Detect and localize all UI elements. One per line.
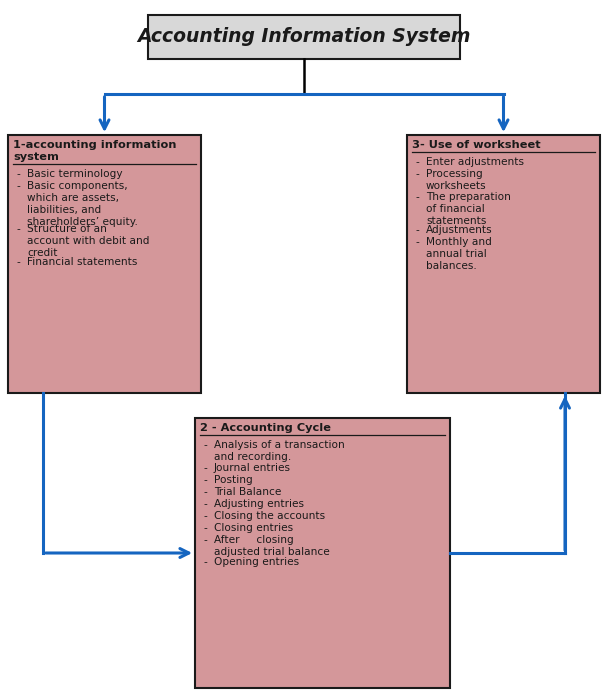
Text: The preparation
of financial
statements: The preparation of financial statements — [426, 192, 511, 226]
Text: Journal entries: Journal entries — [214, 463, 291, 473]
Text: Basic components,
which are assets,
liabilities, and
shareholders’ equity.: Basic components, which are assets, liab… — [27, 181, 138, 227]
Bar — [148, 15, 460, 59]
Text: Closing the accounts: Closing the accounts — [214, 511, 325, 521]
Text: -: - — [203, 499, 206, 509]
Text: Adjustments: Adjustments — [426, 225, 493, 235]
Text: -: - — [16, 169, 19, 179]
Text: -: - — [415, 237, 419, 247]
Text: Monthly and
annual trial
balances.: Monthly and annual trial balances. — [426, 237, 492, 271]
Text: -: - — [203, 487, 206, 497]
Bar — [407, 135, 600, 393]
Text: -: - — [415, 225, 419, 235]
Text: Structure of an
account with debit and
credit: Structure of an account with debit and c… — [27, 224, 149, 259]
Text: -: - — [16, 257, 19, 267]
Text: After     closing
adjusted trial balance: After closing adjusted trial balance — [214, 535, 329, 557]
Text: -: - — [415, 169, 419, 180]
Text: -: - — [16, 181, 19, 191]
Text: Closing entries: Closing entries — [214, 523, 293, 533]
Bar — [8, 135, 201, 393]
Text: -: - — [203, 511, 206, 521]
Text: Trial Balance: Trial Balance — [214, 487, 281, 497]
Text: 2 - Accounting Cycle: 2 - Accounting Cycle — [200, 423, 331, 433]
Text: -: - — [415, 157, 419, 168]
Text: -: - — [16, 224, 19, 234]
Text: -: - — [415, 192, 419, 202]
Bar — [195, 418, 450, 688]
Text: -: - — [203, 557, 206, 568]
Text: 1-accounting information
system: 1-accounting information system — [13, 140, 177, 161]
Text: Processing
worksheets: Processing worksheets — [426, 169, 487, 192]
Text: -: - — [203, 523, 206, 533]
Text: Opening entries: Opening entries — [214, 557, 299, 568]
Text: Enter adjustments: Enter adjustments — [426, 157, 524, 168]
Text: 3- Use of worksheet: 3- Use of worksheet — [412, 140, 541, 150]
Text: -: - — [203, 463, 206, 473]
Text: Posting: Posting — [214, 475, 253, 485]
Text: Analysis of a transaction
and recording.: Analysis of a transaction and recording. — [214, 440, 345, 463]
Text: -: - — [203, 535, 206, 545]
Text: -: - — [203, 475, 206, 485]
Text: Financial statements: Financial statements — [27, 257, 138, 267]
Text: -: - — [203, 440, 206, 450]
Text: Accounting Information System: Accounting Information System — [137, 27, 471, 47]
Text: Basic terminology: Basic terminology — [27, 169, 122, 179]
Text: Adjusting entries: Adjusting entries — [214, 499, 304, 509]
